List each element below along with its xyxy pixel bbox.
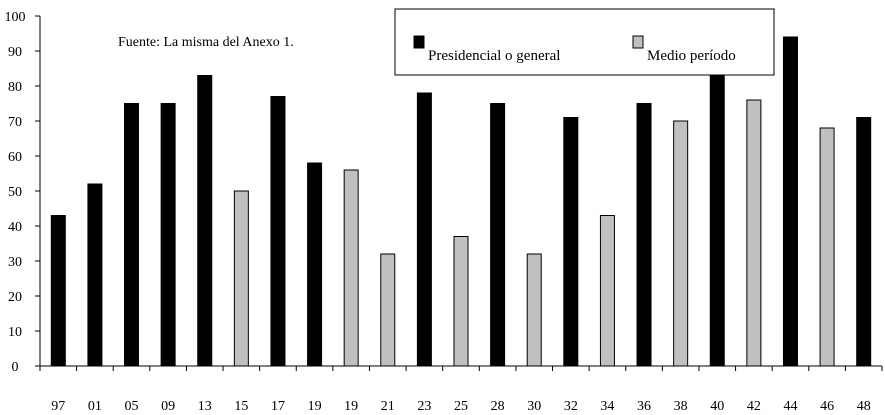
x-tick-label: 30 xyxy=(527,399,541,414)
bar-presidencial xyxy=(160,103,176,367)
bar-presidencial xyxy=(636,103,652,367)
bar-presidencial xyxy=(856,117,872,367)
bar-presidencial xyxy=(87,183,103,367)
x-ticks-group: 97 01 05 09 13 15 17 19 19 21 23 25 28 30 32 34 36 38 40 42… xyxy=(39,366,883,414)
x-tick-label: 09 xyxy=(161,399,175,414)
x-tick-label: 25 xyxy=(454,399,468,414)
x-tick-label: 44 xyxy=(783,399,797,414)
x-tick-label: 19 xyxy=(308,399,322,414)
y-tick-label: 60 xyxy=(8,150,22,165)
x-tick-label: 34 xyxy=(600,399,614,414)
y-tick-label: 70 xyxy=(8,115,22,130)
bar-presidencial xyxy=(416,92,432,367)
bar-medio-periodo xyxy=(343,169,359,367)
x-tick-label: 40 xyxy=(710,399,724,414)
bar-medio-periodo xyxy=(673,120,689,367)
x-tick-label: 42 xyxy=(747,399,761,414)
y-tick-label: 20 xyxy=(8,290,22,305)
x-tick-label: 21 xyxy=(381,399,395,414)
x-tick-label: 01 xyxy=(88,399,102,414)
bars-group xyxy=(50,36,872,367)
legend-label-medio: Medio período xyxy=(647,48,736,64)
x-tick-label: 05 xyxy=(125,399,139,414)
bar-presidencial xyxy=(307,162,323,367)
bar-presidencial xyxy=(270,96,286,367)
y-tick-label: 0 xyxy=(12,360,19,375)
x-tick-label: 36 xyxy=(637,399,651,414)
bar-presidencial xyxy=(709,57,725,367)
x-tick-label: 15 xyxy=(234,399,248,414)
x-tick-label: 38 xyxy=(674,399,688,414)
bar-medio-periodo xyxy=(526,253,542,367)
legend-box xyxy=(394,8,775,76)
bar-presidencial xyxy=(50,215,66,367)
y-tick-label: 50 xyxy=(8,185,22,200)
bar-medio-periodo xyxy=(819,127,835,367)
x-tick-label: 13 xyxy=(198,399,212,414)
legend-label-presidencial: Presidencial o general xyxy=(428,48,560,64)
y-ticks-group: 0 10 20 30 40 50 60 70 80 90 100 xyxy=(5,10,40,375)
y-tick-label: 90 xyxy=(8,45,22,60)
legend: Presidencial o general Medio período xyxy=(394,8,775,76)
legend-swatch-presidencial xyxy=(413,35,425,49)
bar-medio-periodo xyxy=(746,99,762,367)
source-note: Fuente: La misma del Anexo 1. xyxy=(118,35,294,50)
bar-presidencial xyxy=(124,103,140,367)
x-tick-label: 19 xyxy=(344,399,358,414)
bar-medio-periodo xyxy=(453,236,469,367)
x-tick-label: 46 xyxy=(820,399,834,414)
bar-medio-periodo xyxy=(599,215,615,367)
bar-medio-periodo xyxy=(380,253,396,367)
bar-medio-periodo xyxy=(233,190,249,367)
x-tick-label: 32 xyxy=(564,399,578,414)
y-tick-label: 40 xyxy=(8,220,22,235)
bar-presidencial xyxy=(197,75,213,367)
y-tick-label: 10 xyxy=(8,325,22,340)
bar-presidencial xyxy=(563,117,579,367)
bar-presidencial xyxy=(490,103,506,367)
x-tick-label: 17 xyxy=(271,399,285,414)
y-tick-label: 80 xyxy=(8,80,22,95)
legend-swatch-medio xyxy=(632,35,644,49)
x-tick-label: 97 xyxy=(51,399,65,414)
x-tick-label: 48 xyxy=(857,399,871,414)
bar-presidencial xyxy=(782,36,798,367)
y-tick-label: 100 xyxy=(5,10,26,25)
x-tick-label: 23 xyxy=(417,399,431,414)
x-tick-label: 28 xyxy=(491,399,505,414)
y-tick-label: 30 xyxy=(8,255,22,270)
